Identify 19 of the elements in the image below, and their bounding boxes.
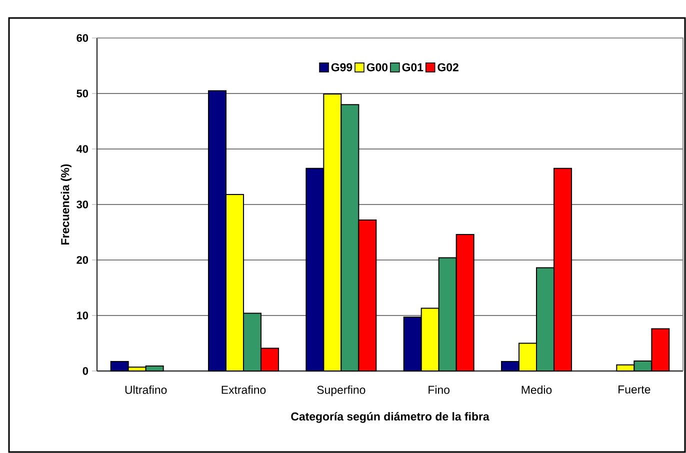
- y-tick-label: 40: [76, 145, 88, 153]
- y-tick-label: 50: [76, 90, 88, 98]
- legend-label: G02: [438, 63, 458, 72]
- x-tick-label: Ultrafino: [125, 386, 167, 394]
- x-axis-title: Categoría según diámetro de la fibra: [291, 412, 490, 423]
- y-tick-label: 20: [76, 256, 88, 264]
- y-tick-label: 0: [82, 367, 88, 375]
- y-tick-label: 10: [76, 312, 88, 320]
- y-tick-label: 60: [76, 34, 88, 42]
- legend-label: G01: [402, 63, 424, 72]
- legend-label: G00: [366, 63, 388, 72]
- x-tick-label: Extrafino: [222, 386, 266, 394]
- legend-label: G99: [331, 63, 352, 72]
- x-tick-label: Superfino: [317, 386, 366, 396]
- x-tick-label: Medio: [522, 386, 552, 394]
- y-axis-title: Frecuencia (%): [60, 164, 72, 244]
- y-tick-label: 30: [76, 200, 88, 208]
- x-tick-label: Fuerte: [618, 386, 650, 394]
- x-tick-label: Fino: [428, 386, 450, 394]
